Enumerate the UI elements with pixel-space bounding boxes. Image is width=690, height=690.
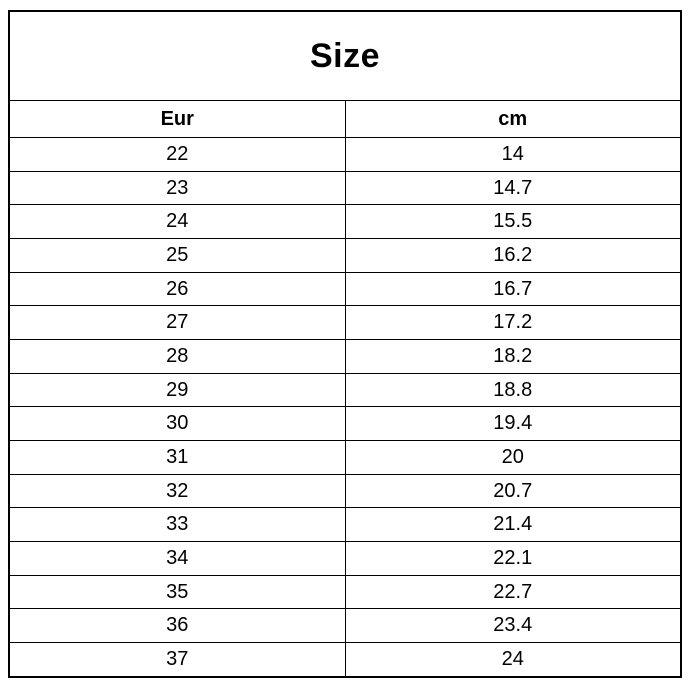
eur-cell: 29 — [8, 372, 346, 408]
eur-cell: 28 — [8, 339, 346, 374]
cm-cell: 14.7 — [344, 170, 682, 206]
eur-cell: 30 — [8, 406, 346, 442]
table-row: 24 15.5 — [8, 204, 682, 240]
size-conversion-table: Size Eur cm 22 14 23 14.7 24 15.5 25 16.… — [8, 10, 682, 678]
eur-cell: 24 — [8, 204, 346, 240]
eur-cell: 32 — [8, 473, 346, 509]
column-header-cm: cm — [344, 100, 682, 138]
table-row: 31 20 — [8, 440, 682, 475]
eur-cell: 37 — [8, 642, 346, 678]
table-row: 32 20.7 — [8, 473, 682, 509]
cm-cell: 22.1 — [344, 541, 682, 576]
cm-cell: 18.2 — [344, 339, 682, 374]
cm-cell: 16.2 — [344, 238, 682, 273]
table-row: 29 18.8 — [8, 372, 682, 408]
cm-cell: 24 — [344, 642, 682, 678]
eur-cell: 33 — [8, 507, 346, 543]
cm-cell: 23.4 — [344, 608, 682, 644]
cm-cell: 22.7 — [344, 574, 682, 610]
table-body: 22 14 23 14.7 24 15.5 25 16.2 26 16.7 27… — [8, 137, 682, 678]
table-row: 33 21.4 — [8, 507, 682, 543]
eur-cell: 35 — [8, 574, 346, 610]
cm-cell: 21.4 — [344, 507, 682, 543]
table-row: 28 18.2 — [8, 339, 682, 374]
eur-cell: 22 — [8, 137, 346, 172]
cm-cell: 17.2 — [344, 305, 682, 341]
table-header-row: Eur cm — [8, 100, 682, 138]
eur-cell: 36 — [8, 608, 346, 644]
table-row: 25 16.2 — [8, 238, 682, 273]
eur-cell: 25 — [8, 238, 346, 273]
cm-cell: 19.4 — [344, 406, 682, 442]
cm-cell: 16.7 — [344, 271, 682, 307]
table-title-row: Size — [8, 10, 682, 101]
eur-cell: 26 — [8, 271, 346, 307]
table-row: 27 17.2 — [8, 305, 682, 341]
eur-cell: 27 — [8, 305, 346, 341]
table-row: 34 22.1 — [8, 541, 682, 576]
table-row: 35 22.7 — [8, 574, 682, 610]
cm-cell: 15.5 — [344, 204, 682, 240]
column-header-eur: Eur — [8, 100, 346, 138]
table-title: Size — [8, 10, 682, 101]
table-row: 30 19.4 — [8, 406, 682, 442]
cm-cell: 20 — [344, 440, 682, 475]
cm-cell: 20.7 — [344, 473, 682, 509]
table-row: 36 23.4 — [8, 608, 682, 644]
eur-cell: 23 — [8, 170, 346, 206]
eur-cell: 31 — [8, 440, 346, 475]
table-row: 26 16.7 — [8, 271, 682, 307]
table-row: 37 24 — [8, 642, 682, 678]
size-table-container: Size Eur cm 22 14 23 14.7 24 15.5 25 16.… — [8, 10, 682, 678]
table-row: 23 14.7 — [8, 170, 682, 206]
eur-cell: 34 — [8, 541, 346, 576]
cm-cell: 14 — [344, 137, 682, 172]
cm-cell: 18.8 — [344, 372, 682, 408]
table-row: 22 14 — [8, 137, 682, 172]
